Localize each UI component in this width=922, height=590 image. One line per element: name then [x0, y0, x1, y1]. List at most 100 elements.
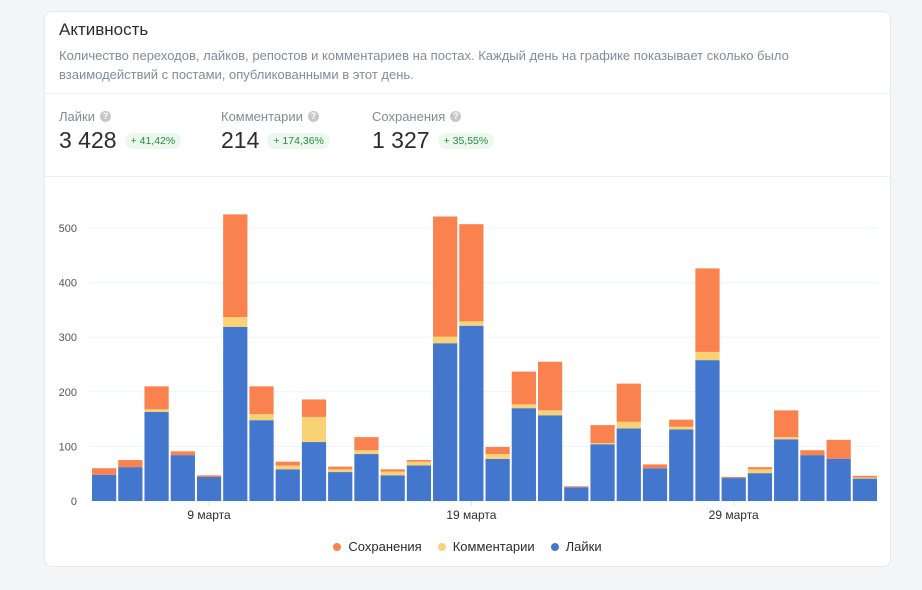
bar-likes[interactable] [590, 444, 615, 501]
bar-likes[interactable] [774, 439, 799, 501]
divider [45, 176, 890, 177]
bar-saves[interactable] [616, 383, 641, 422]
bar-likes[interactable] [380, 475, 405, 501]
bar-saves[interactable] [380, 469, 405, 472]
bar-likes[interactable] [511, 408, 536, 501]
bar-likes[interactable] [328, 472, 353, 501]
bar-comments[interactable] [747, 469, 773, 474]
bar-comments[interactable] [328, 469, 353, 473]
metric-value: 1 327 [372, 127, 430, 153]
bar-saves[interactable] [747, 467, 773, 470]
bar-likes[interactable] [826, 458, 851, 501]
help-icon[interactable]: ? [450, 111, 462, 122]
bar-likes[interactable] [747, 473, 773, 501]
bar-saves[interactable] [170, 451, 195, 456]
change-badge: + 174,36% [267, 132, 330, 149]
bar-saves[interactable] [144, 386, 169, 410]
bar-likes[interactable] [118, 467, 143, 501]
bar-likes[interactable] [301, 442, 327, 501]
bar-saves[interactable] [695, 268, 720, 352]
bar-likes[interactable] [170, 455, 195, 501]
x-tick-label: 29 марта [709, 508, 759, 522]
bar-saves[interactable] [774, 410, 799, 438]
bar-saves[interactable] [328, 466, 353, 470]
bar-saves[interactable] [511, 371, 536, 405]
bar-saves[interactable] [800, 450, 825, 456]
metric-saves: Сохранения? 1 327 + 35,55% [372, 109, 495, 154]
bar-saves[interactable] [196, 475, 222, 477]
legend-item-comments[interactable]: Комментарии [437, 539, 535, 554]
bar-comments[interactable] [406, 461, 432, 466]
bar-likes[interactable] [485, 458, 510, 501]
bar-saves[interactable] [118, 460, 143, 468]
bar-saves[interactable] [485, 446, 510, 455]
bar-saves[interactable] [92, 468, 117, 475]
bar-saves[interactable] [826, 439, 851, 459]
bar-saves[interactable] [301, 399, 327, 417]
bar-saves[interactable] [249, 386, 274, 415]
bar-comments[interactable] [459, 321, 484, 326]
metric-likes: Лайки? 3 428 + 41,42% [59, 109, 182, 154]
bar-comments[interactable] [695, 351, 720, 361]
legend-item-likes[interactable]: Лайки [550, 539, 602, 554]
bar-saves[interactable] [459, 224, 484, 322]
bar-likes[interactable] [92, 474, 117, 501]
bar-saves[interactable] [275, 461, 300, 466]
y-tick-label: 500 [59, 223, 77, 235]
bar-likes[interactable] [354, 454, 379, 501]
bar-likes[interactable] [196, 476, 222, 501]
y-tick-label: 0 [71, 496, 77, 508]
bar-comments[interactable] [275, 465, 300, 470]
bar-comments[interactable] [354, 450, 379, 455]
legend-label: Лайки [565, 539, 602, 554]
bar-comments[interactable] [223, 316, 248, 327]
bar-saves[interactable] [564, 486, 589, 488]
bar-comments[interactable] [301, 416, 327, 443]
bar-comments[interactable] [590, 443, 615, 445]
x-tick-label: 9 марта [187, 508, 231, 522]
bar-comments[interactable] [511, 404, 536, 409]
bar-comments[interactable] [537, 410, 563, 416]
bar-saves[interactable] [406, 460, 432, 462]
bar-saves[interactable] [642, 464, 668, 469]
bar-comments[interactable] [380, 471, 405, 476]
bar-likes[interactable] [144, 412, 169, 501]
bar-likes[interactable] [721, 478, 746, 501]
bar-likes[interactable] [800, 455, 825, 501]
bar-likes[interactable] [564, 487, 589, 501]
change-badge: + 41,42% [124, 132, 182, 149]
bar-comments[interactable] [669, 426, 694, 430]
bar-likes[interactable] [669, 429, 694, 501]
bar-likes[interactable] [223, 326, 248, 501]
bar-comments[interactable] [433, 336, 458, 344]
legend-label: Комментарии [452, 539, 535, 554]
bar-comments[interactable] [144, 409, 169, 413]
bar-likes[interactable] [642, 468, 668, 501]
bar-saves[interactable] [852, 475, 877, 478]
bar-likes[interactable] [852, 478, 877, 501]
bar-likes[interactable] [616, 428, 641, 501]
bar-saves[interactable] [721, 476, 746, 479]
bar-comments[interactable] [774, 437, 799, 440]
bar-likes[interactable] [537, 415, 563, 501]
bar-comments[interactable] [249, 414, 274, 421]
bar-saves[interactable] [433, 216, 458, 337]
bar-likes[interactable] [249, 420, 274, 501]
help-icon[interactable]: ? [307, 111, 319, 122]
bar-saves[interactable] [590, 425, 615, 444]
bar-saves[interactable] [354, 437, 379, 451]
bar-comments[interactable] [616, 421, 641, 429]
bar-likes[interactable] [433, 343, 458, 501]
bar-likes[interactable] [459, 325, 484, 501]
bar-likes[interactable] [406, 465, 432, 501]
bar-saves[interactable] [537, 361, 563, 411]
bar-likes[interactable] [695, 360, 720, 501]
bar-saves[interactable] [223, 214, 248, 317]
legend-item-saves[interactable]: Сохранения [333, 539, 422, 554]
bar-saves[interactable] [669, 419, 694, 427]
help-icon[interactable]: ? [99, 111, 111, 122]
bar-comments[interactable] [485, 454, 510, 459]
bar-comments[interactable] [852, 477, 877, 479]
x-tick-label: 19 марта [446, 508, 496, 522]
bar-likes[interactable] [275, 469, 300, 501]
